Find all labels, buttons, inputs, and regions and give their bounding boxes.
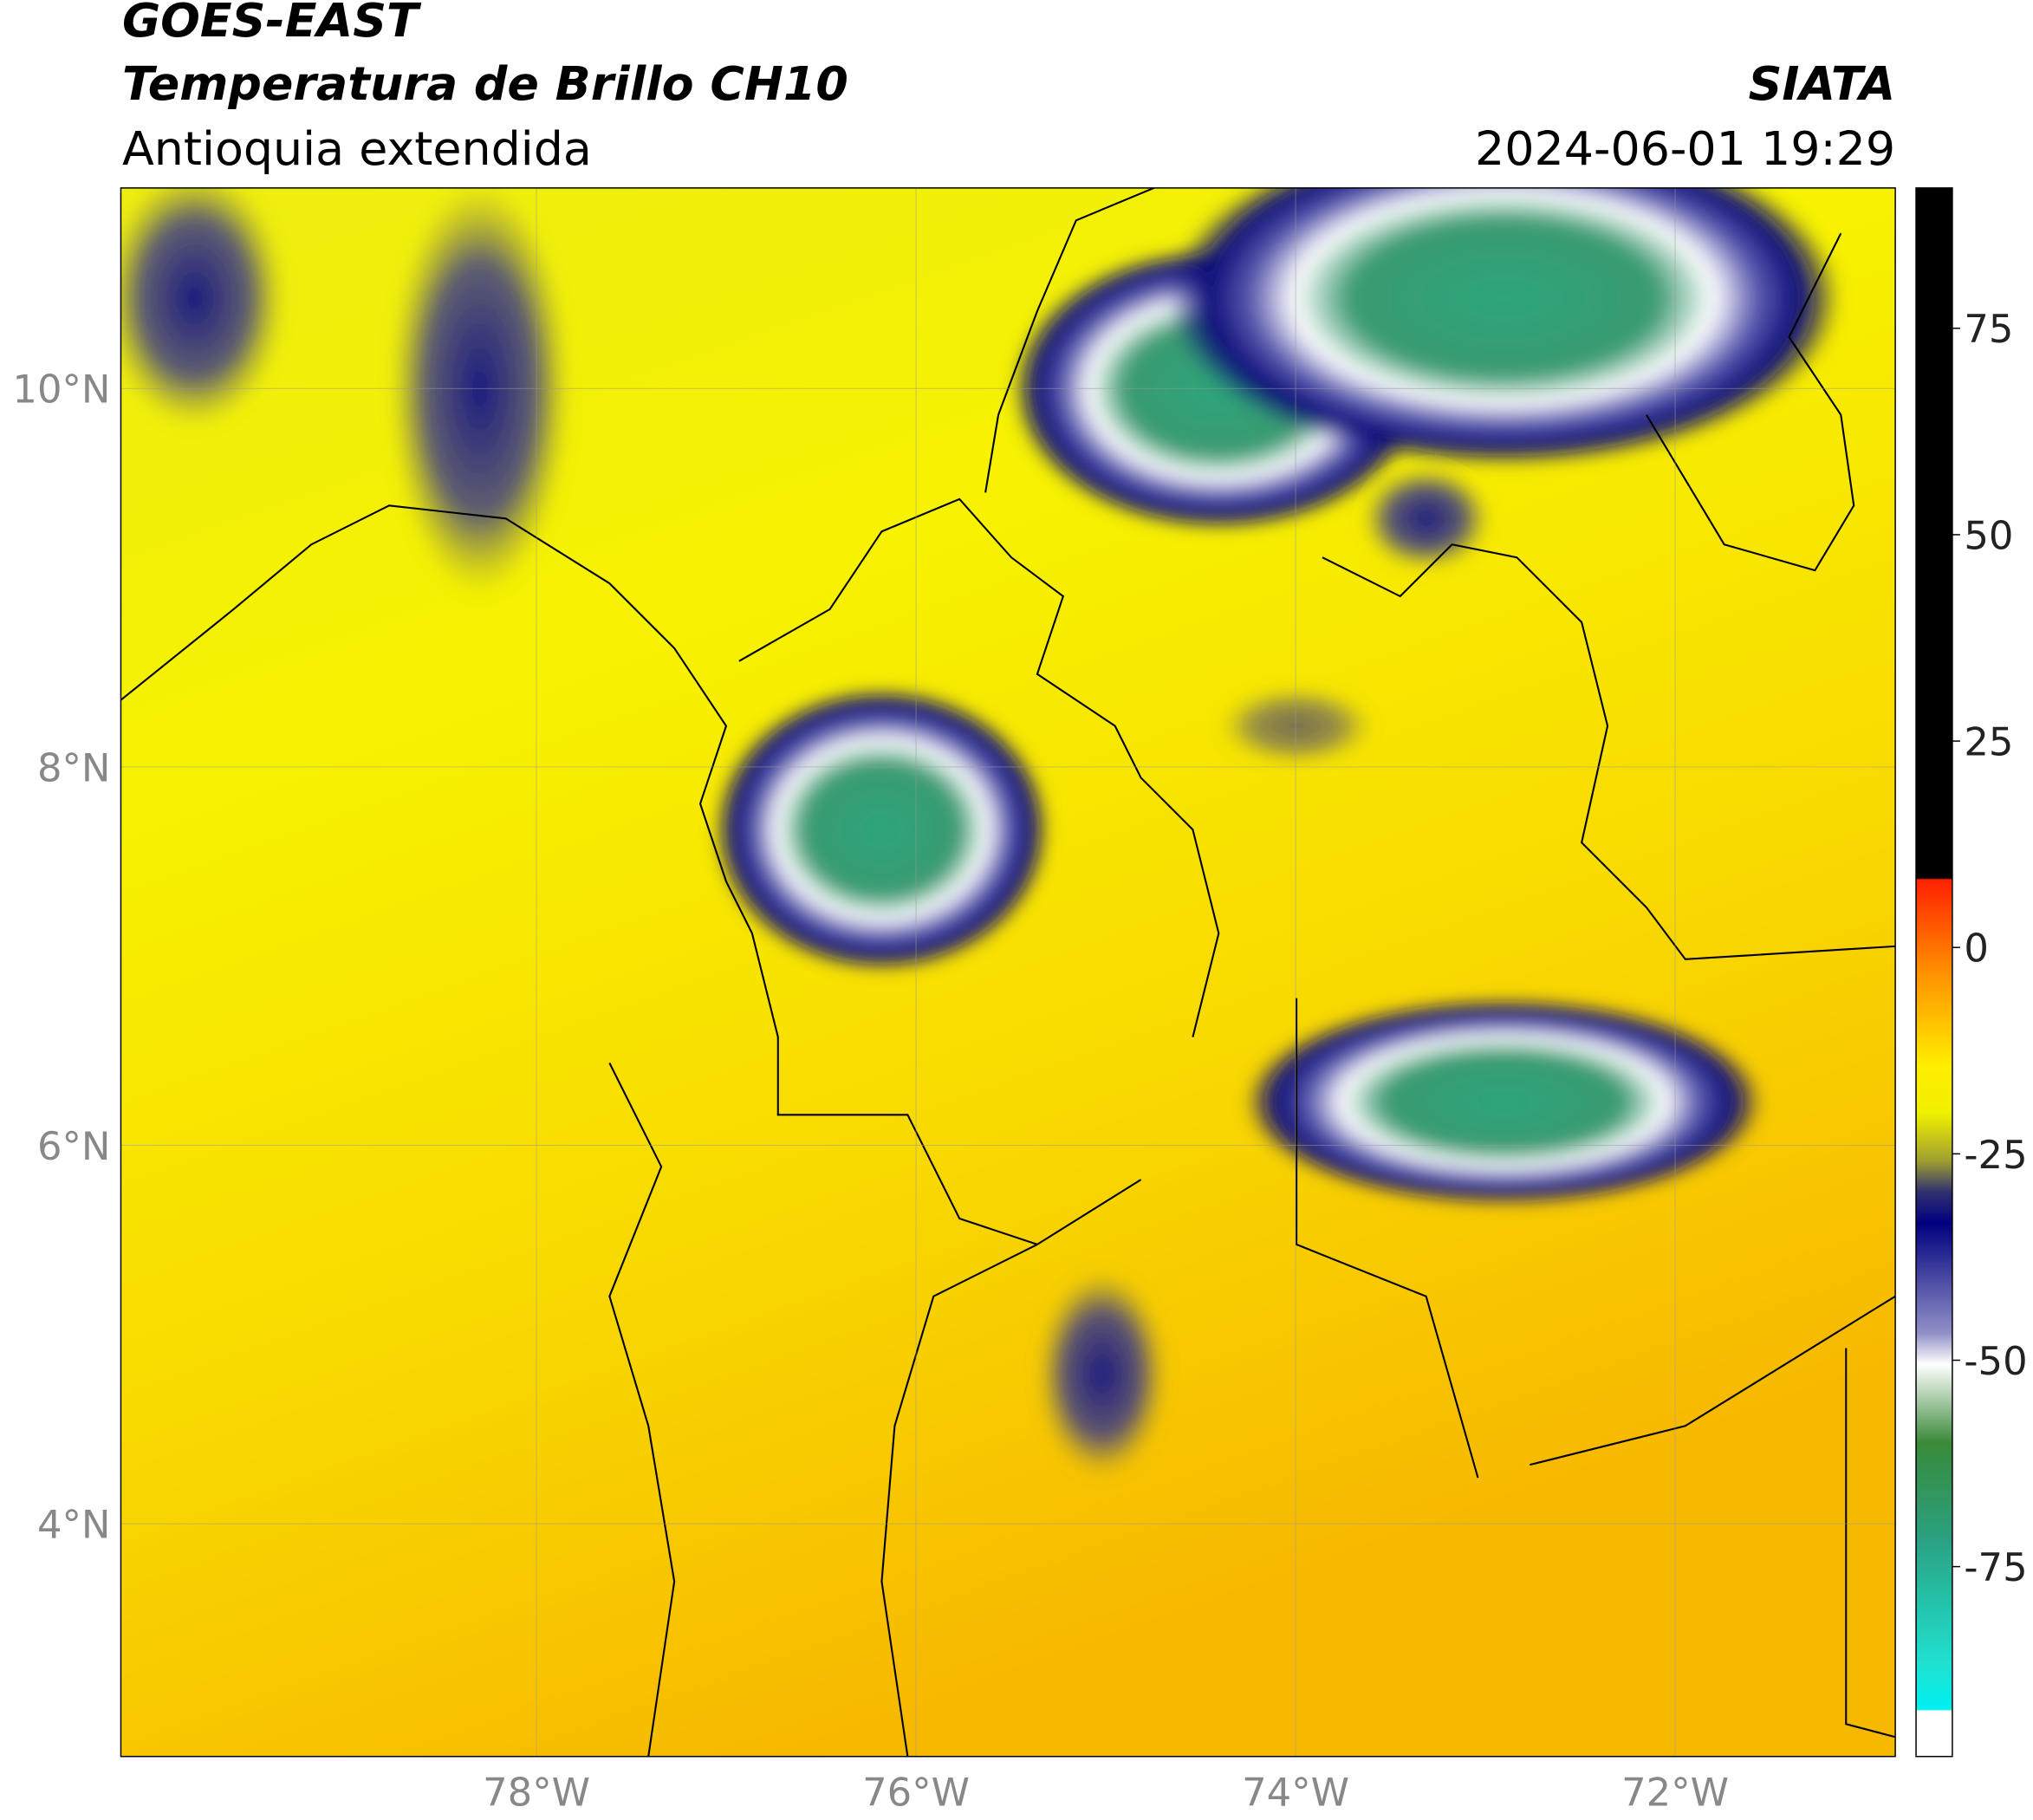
lon-tick-label: 76°W xyxy=(862,1770,970,1816)
lon-tick-label: 74°W xyxy=(1242,1770,1349,1816)
grid xyxy=(120,187,1896,1757)
cloud-field xyxy=(120,187,1841,1479)
map-image xyxy=(120,187,1896,1757)
colorbar-tick-label: -25 xyxy=(1964,1132,2027,1178)
colorbar xyxy=(1915,187,1953,1758)
product: Temperatura de Brillo CH10 xyxy=(122,56,848,111)
lat-tick-label: 6°N xyxy=(37,1123,111,1169)
colorbar-tick-label: 50 xyxy=(1964,512,2013,558)
lat-tick-label: 4°N xyxy=(37,1502,111,1548)
lon-tick-label: 78°W xyxy=(483,1770,590,1816)
map-frame xyxy=(120,187,1896,1758)
borders xyxy=(120,187,1896,1757)
satellite: GOES-EAST xyxy=(122,0,422,48)
lat-tick-label: 8°N xyxy=(37,744,111,790)
lon-tick-label: 72°W xyxy=(1621,1770,1729,1816)
colorbar-tick-label: 25 xyxy=(1964,719,2013,765)
colorbar-tick-label: -50 xyxy=(1964,1338,2027,1384)
datetime: 2024-06-01 19:29 xyxy=(1475,121,1895,176)
region: Antioquia extendida xyxy=(122,121,592,176)
colorbar-tick-label: -75 xyxy=(1964,1544,2027,1590)
lat-tick-label: 10°N xyxy=(12,367,110,413)
colorbar-tick-label: 75 xyxy=(1964,306,2013,352)
organization: SIATA xyxy=(1749,56,1896,111)
colorbar-tick-label: 0 xyxy=(1964,926,1989,972)
